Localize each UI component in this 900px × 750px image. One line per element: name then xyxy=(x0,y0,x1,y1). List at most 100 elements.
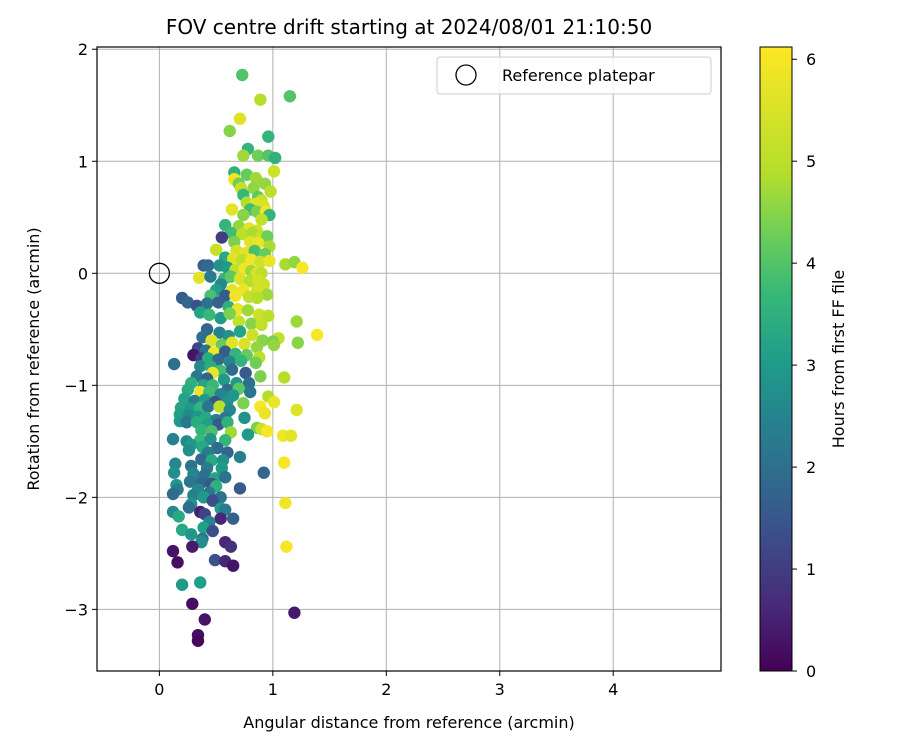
data-point xyxy=(206,524,219,538)
data-point xyxy=(226,559,240,572)
data-point xyxy=(172,510,185,523)
colorbar-ticks: 0 1 2 3 4 5 6 xyxy=(792,50,816,681)
data-point xyxy=(171,556,184,569)
colorbar: 0 1 2 3 4 5 6 Hours from first FF file xyxy=(759,46,848,681)
data-point xyxy=(254,93,267,106)
data-points xyxy=(166,68,324,647)
data-point xyxy=(258,407,272,420)
data-point xyxy=(280,540,293,553)
colorbar-label: Hours from first FF file xyxy=(829,270,848,449)
data-point xyxy=(206,494,219,507)
data-point xyxy=(186,597,199,610)
data-point xyxy=(198,613,211,626)
data-point xyxy=(241,428,255,441)
colorbar-tick-label: 4 xyxy=(806,254,816,273)
chart-title: FOV centre drift starting at 2024/08/01 … xyxy=(166,15,652,39)
data-point xyxy=(167,466,181,479)
data-point xyxy=(246,328,259,342)
data-point xyxy=(226,252,240,265)
data-point xyxy=(254,370,267,383)
data-point xyxy=(253,308,266,321)
data-point xyxy=(166,544,180,558)
legend-box xyxy=(436,56,712,95)
data-point xyxy=(255,318,268,332)
data-point xyxy=(182,501,196,514)
data-point xyxy=(200,297,214,310)
data-point xyxy=(290,403,303,417)
x-tick-label: 3 xyxy=(495,680,505,699)
data-point xyxy=(186,540,199,553)
data-point xyxy=(192,271,206,284)
colorbar-tick-label: 2 xyxy=(806,458,816,477)
data-point xyxy=(215,231,228,244)
data-point xyxy=(208,553,222,567)
data-point xyxy=(257,466,270,479)
y-tick-label: 0 xyxy=(78,264,88,283)
data-point xyxy=(195,423,208,437)
data-point xyxy=(209,243,223,256)
data-point xyxy=(236,68,249,82)
data-point xyxy=(268,151,282,165)
data-point xyxy=(167,357,181,371)
data-point xyxy=(223,307,236,320)
data-point xyxy=(214,512,227,525)
data-point xyxy=(238,411,251,425)
plot-frame xyxy=(96,46,722,672)
data-point xyxy=(241,304,255,317)
data-point xyxy=(182,444,196,457)
x-tick-label: 2 xyxy=(381,680,391,699)
data-point xyxy=(234,354,248,367)
data-point xyxy=(226,512,240,525)
data-point xyxy=(278,456,291,469)
data-point xyxy=(288,606,301,619)
data-point xyxy=(267,395,281,409)
data-point xyxy=(225,336,239,349)
colorbar-tick-label: 5 xyxy=(806,152,816,171)
data-point xyxy=(201,259,215,272)
data-point xyxy=(296,261,309,274)
data-point xyxy=(212,296,225,309)
data-point xyxy=(191,634,205,647)
data-point xyxy=(249,356,263,370)
data-point xyxy=(194,360,207,373)
data-point xyxy=(224,540,238,553)
data-point xyxy=(262,130,275,143)
y-tick-label: −2 xyxy=(64,488,88,507)
legend-entry-reference-platepar: Reference platepar xyxy=(502,66,655,85)
data-point xyxy=(221,416,234,429)
colorbar-tick-label: 3 xyxy=(806,356,816,375)
data-point xyxy=(166,432,180,446)
data-point xyxy=(260,288,274,301)
data-point xyxy=(217,373,231,386)
data-point xyxy=(225,363,239,376)
data-point xyxy=(267,338,281,352)
data-point xyxy=(233,325,247,338)
colorbar-tick-label: 1 xyxy=(806,560,816,579)
data-point xyxy=(255,213,268,226)
data-point xyxy=(203,308,216,321)
data-point xyxy=(195,453,208,466)
data-point xyxy=(283,90,297,103)
legend: Reference platepar xyxy=(436,56,712,95)
data-point xyxy=(239,366,252,380)
data-point xyxy=(204,270,217,283)
data-point xyxy=(260,230,274,243)
data-point xyxy=(254,255,267,269)
data-point xyxy=(205,334,218,347)
data-point xyxy=(264,185,277,198)
y-tick-label: −3 xyxy=(64,600,88,619)
data-point xyxy=(278,371,291,384)
x-tick-label: 0 xyxy=(154,680,164,699)
data-point xyxy=(166,487,180,501)
data-point xyxy=(237,397,250,410)
y-tick-label: 1 xyxy=(78,152,88,171)
colorbar-tick-label: 0 xyxy=(806,662,816,681)
data-point xyxy=(237,149,250,162)
data-point xyxy=(219,434,232,447)
x-axis-ticks: 0 1 2 3 4 xyxy=(154,671,618,699)
y-axis-label: Rotation from reference (arcmin) xyxy=(24,227,43,490)
data-point xyxy=(232,315,246,328)
data-point xyxy=(180,416,193,429)
data-point xyxy=(251,149,265,162)
